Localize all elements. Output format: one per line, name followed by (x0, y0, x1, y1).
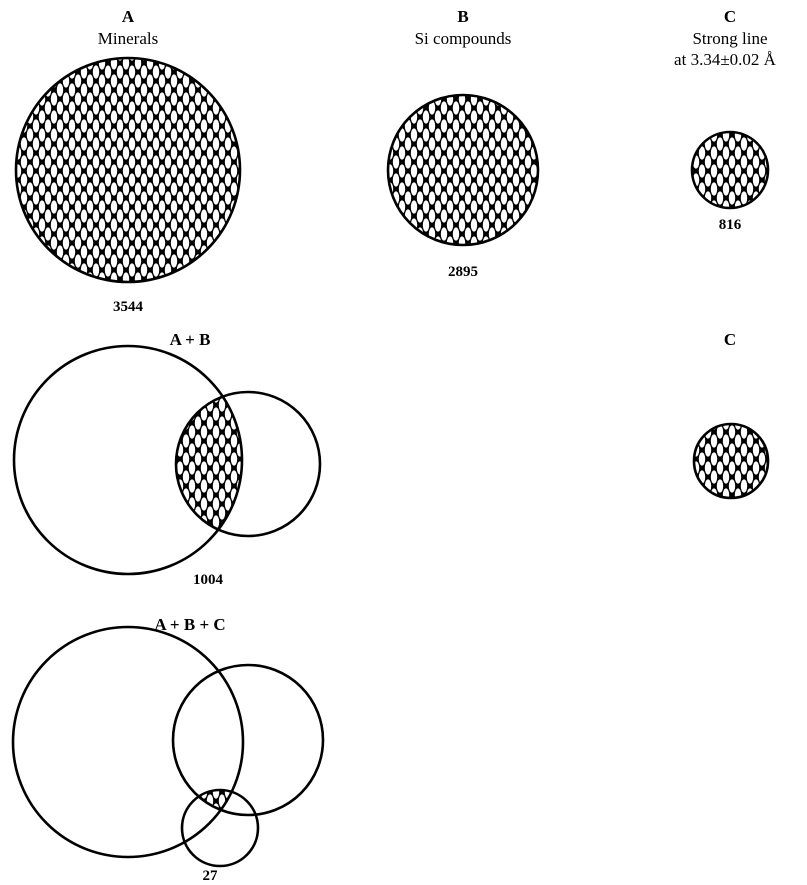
set-c-repeat-letter: C (724, 330, 736, 349)
a-plus-b-count: 1004 (193, 572, 224, 588)
a-plus-b-plus-c-circle-c (180, 788, 260, 868)
a-plus-b-plus-c-circle-b (171, 663, 325, 817)
set-c-circle (690, 130, 770, 210)
set-a-group: A Minerals 3544 (14, 7, 242, 315)
set-c-caption-line2: at 3.34±0.02 Å (674, 50, 777, 69)
set-b-caption: Si compounds (415, 29, 512, 48)
set-c-letter: C (724, 7, 736, 26)
set-c-count: 816 (719, 217, 742, 233)
set-b-letter: B (457, 7, 468, 26)
set-c-repeat-circle (692, 422, 770, 500)
set-b-count: 2895 (448, 264, 478, 280)
a-b-intersection-region (176, 392, 242, 536)
a-plus-b-plus-c-label: A + B + C (154, 615, 225, 634)
a-plus-b-label: A + B (170, 330, 211, 349)
a-plus-b-plus-c-group: A + B + C 27 (11, 615, 325, 884)
a-plus-b-plus-c-count: 27 (203, 868, 219, 884)
set-c-repeat-group: C (692, 330, 770, 500)
set-a-count: 3544 (113, 299, 144, 315)
a-plus-b-group: A + B 1004 (12, 330, 322, 588)
a-plus-b-circle-a (12, 344, 244, 576)
set-a-letter: A (122, 7, 135, 26)
set-a-circle (14, 56, 242, 284)
set-c-group: C Strong line at 3.34±0.02 Å 816 (674, 7, 777, 233)
set-b-circle (386, 93, 540, 247)
a-plus-b-plus-c-circle-a (11, 625, 245, 859)
a-plus-b-circle-b (174, 390, 322, 538)
set-a-caption: Minerals (98, 29, 158, 48)
set-c-caption-line1: Strong line (692, 29, 767, 48)
set-b-group: B Si compounds 2895 (386, 7, 540, 280)
